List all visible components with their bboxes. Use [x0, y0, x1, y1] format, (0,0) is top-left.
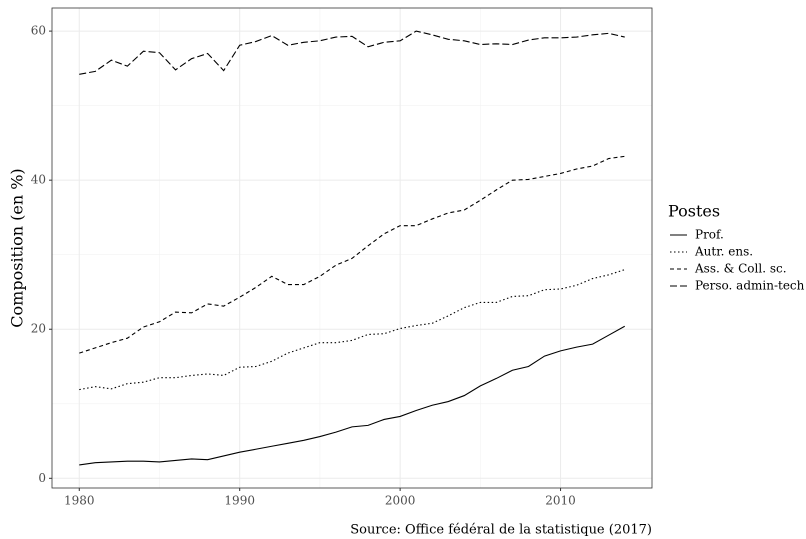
- line: [79, 155, 625, 354]
- x-tick-label: 2000: [385, 494, 416, 508]
- x-tick-label: 2010: [545, 494, 576, 508]
- legend-label: Perso. admin-tech: [695, 279, 805, 293]
- legend-label: Ass. & Coll. sc.: [694, 262, 787, 276]
- x-tick-label: 1990: [224, 494, 255, 508]
- legend-title: Postes: [668, 202, 720, 221]
- legend-label: Autr. ens.: [694, 245, 753, 259]
- line: [79, 325, 625, 466]
- y-tick-label: 40: [31, 173, 46, 187]
- y-tick-label: 60: [31, 24, 46, 38]
- y-axis-label: Composition (en %): [8, 168, 27, 327]
- y-tick-label: 20: [31, 322, 46, 336]
- caption: Source: Office fédéral de la statistique…: [350, 523, 652, 538]
- legend-label: Prof.: [695, 228, 724, 242]
- y-tick-label: 0: [38, 471, 46, 485]
- line: [79, 30, 625, 75]
- panel-border: [51, 7, 653, 489]
- line: [79, 269, 625, 391]
- x-tick-label: 1980: [64, 494, 95, 508]
